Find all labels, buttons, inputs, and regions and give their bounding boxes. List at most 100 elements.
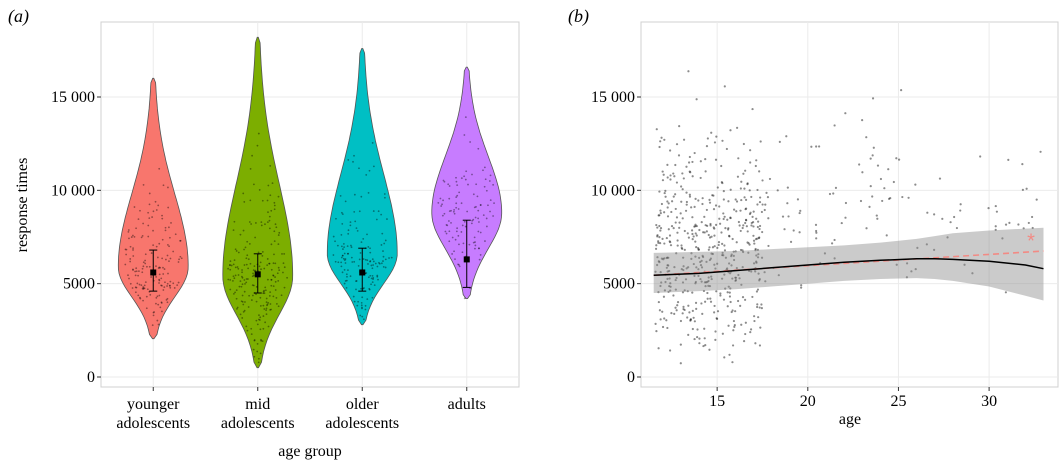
violin-point: [388, 257, 390, 259]
violin-point: [359, 314, 362, 317]
scatter-point: [750, 270, 753, 273]
violin-point: [451, 253, 454, 255]
violin-point: [341, 254, 344, 257]
violin-point: [242, 310, 245, 313]
scatter-point: [666, 176, 669, 179]
scatter-point: [897, 158, 901, 161]
violin-point: [179, 255, 182, 258]
scatter-point: [716, 317, 719, 321]
scatter-point: [676, 301, 680, 304]
violin-point: [147, 224, 150, 227]
scatter-point: [778, 140, 781, 143]
violin-point: [142, 261, 145, 264]
scatter-point: [844, 112, 847, 115]
scatter-point: [687, 236, 690, 239]
violin-point: [360, 304, 363, 307]
violin-point: [177, 261, 180, 263]
scatter-point: [674, 221, 677, 224]
scatter-point: [747, 251, 750, 254]
violin-point: [164, 229, 167, 232]
violin-point: [263, 292, 266, 295]
scatter-point: [722, 212, 725, 215]
violin-point: [272, 274, 275, 277]
scatter-point: [1030, 215, 1034, 219]
violin-point: [150, 276, 153, 278]
scatter-point: [732, 319, 736, 323]
violin-point: [263, 267, 266, 270]
violin-point: [243, 290, 246, 293]
violin-point: [351, 261, 354, 263]
scatter-point: [703, 337, 706, 340]
violin-point: [256, 350, 259, 353]
scatter-point: [748, 243, 751, 246]
scatter-point: [728, 353, 731, 356]
scatter-point: [971, 272, 974, 275]
scatter-point: [703, 281, 707, 284]
scatter-point: [691, 160, 694, 164]
violin-point: [364, 308, 367, 311]
scatter-point: [657, 260, 660, 263]
scatter-point: [759, 140, 762, 143]
scatter-point: [661, 170, 664, 173]
violin-point: [237, 251, 240, 254]
scatter-point: [694, 301, 698, 304]
violin-point: [356, 304, 359, 307]
violin-point: [440, 205, 443, 207]
violin-point: [460, 231, 463, 233]
violin-point: [366, 298, 369, 301]
scatter-point: [723, 249, 727, 252]
scatter-point: [946, 236, 949, 239]
scatter-point: [669, 244, 673, 247]
violin-point: [277, 305, 280, 308]
violin-point: [124, 248, 127, 251]
violin-point: [439, 197, 442, 200]
violin-point: [240, 275, 243, 278]
scatter-point: [720, 277, 724, 280]
violin-point: [359, 252, 362, 254]
violin-point: [458, 243, 460, 246]
scatter-point: [667, 228, 670, 231]
violin-point: [437, 201, 440, 204]
violin-point: [138, 270, 140, 273]
violin-point: [161, 284, 163, 287]
scatter-point: [724, 256, 728, 259]
scatter-point: [761, 203, 764, 206]
scatter-point: [715, 135, 718, 138]
scatter-point: [670, 312, 673, 315]
violin-point: [266, 199, 269, 202]
scatter-point: [663, 191, 666, 195]
scatter-point: [664, 189, 667, 192]
scatter-point: [726, 291, 729, 294]
violin-point: [132, 269, 134, 271]
scatter-point: [721, 139, 724, 142]
scatter-point: [689, 318, 692, 321]
violin-point: [262, 315, 265, 317]
panel-b-fits: *: [653, 227, 1044, 301]
violin-body: [326, 48, 398, 326]
violin-point: [261, 251, 264, 253]
scatter-point: [865, 136, 868, 139]
violin-point: [343, 268, 346, 271]
scatter-point: [659, 140, 662, 143]
scatter-point: [705, 281, 708, 284]
violin-point: [360, 287, 362, 290]
violin-point: [241, 300, 244, 303]
scatter-point: [933, 213, 936, 216]
violin-point: [464, 178, 467, 181]
scatter-point: [861, 171, 864, 174]
violin-point: [382, 266, 385, 268]
scatter-point: [754, 247, 757, 251]
scatter-point: [665, 266, 668, 269]
violin-point: [457, 208, 460, 210]
scatter-point: [1035, 198, 1038, 201]
scatter-point: [709, 222, 712, 226]
panel-a-x-tick-label: mid: [245, 396, 270, 413]
violin-point: [371, 274, 374, 277]
scatter-point: [933, 248, 936, 252]
violin-point: [263, 289, 265, 292]
violin-point: [275, 302, 278, 305]
scatter-point: [751, 107, 754, 111]
violin-point: [347, 269, 349, 272]
violin-point: [154, 200, 157, 203]
scatter-point: [755, 290, 759, 293]
